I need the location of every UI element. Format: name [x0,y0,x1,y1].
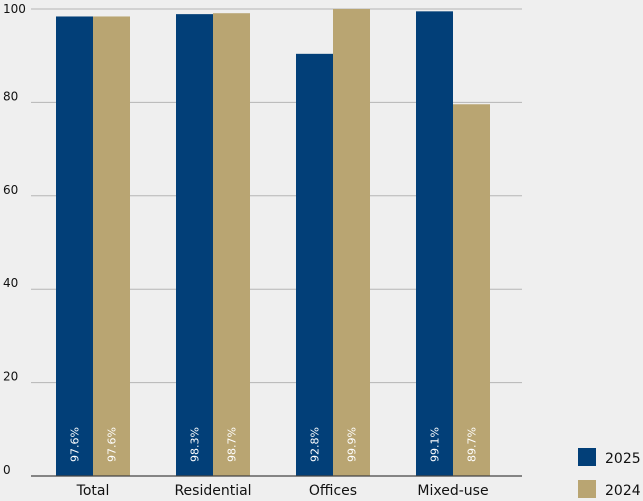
axes: 0 20 40 60 80 100 Total Residential Offices Mixed… [3,2,522,499]
y-tick-label: 20 [3,370,18,384]
x-category-label: Residential [174,483,251,499]
x-category-label: Total [76,483,110,499]
bar-value-label: 98.7% [226,427,239,462]
bar-2025-offices [296,53,333,476]
bar-value-label: 98.3% [189,427,202,462]
bar-value-label: 92.8% [309,427,322,462]
bar-2024-mixed-use [453,104,490,476]
y-tick-label: 0 [3,463,11,477]
legend: 2025 2024 [578,448,641,499]
bar-value-label: 97.6% [69,427,82,462]
y-tick-label: 40 [3,276,18,290]
x-category-label: Offices [309,483,357,499]
y-tick-label: 80 [3,89,18,103]
legend-swatch-2024 [578,480,596,498]
bar-2025-residential [176,14,213,477]
legend-label-2024: 2024 [605,483,641,499]
legend-label-2025: 2025 [605,451,641,467]
bar-value-label: 97.6% [106,427,119,462]
bar-2024-offices [333,9,370,476]
bar-value-label: 99.1% [429,427,442,462]
legend-swatch-2025 [578,448,596,466]
bar-value-label: 99.9% [346,427,359,462]
bar-value-label: 89.7% [466,427,479,462]
x-category-label: Mixed-use [417,483,488,499]
y-tick-label: 100 [3,2,26,16]
bar-value-labels: 97.6% 97.6% 98.3% 98.7% 92.8% 99.9% 99.1% 89.7% [69,427,479,462]
bars [56,9,490,477]
bar-2024-total [93,16,130,477]
bar-2025-total [56,16,93,477]
bar-2025-mixed-use [416,11,453,477]
y-tick-label: 60 [3,183,18,197]
bar-2024-residential [213,13,250,476]
